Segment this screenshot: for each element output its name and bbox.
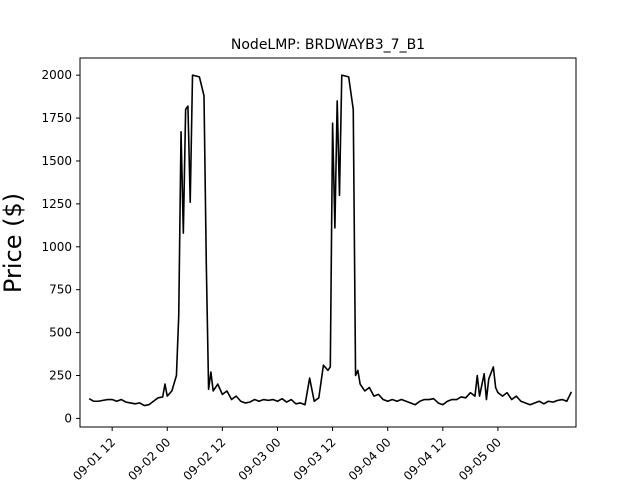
- series-layer: [88, 74, 573, 407]
- y-tick-label: 1500: [41, 154, 72, 168]
- y-tick-label: 2000: [41, 68, 72, 82]
- y-tick-label: 0: [64, 411, 72, 425]
- y-tick-label: 500: [49, 326, 72, 340]
- y-tick-label: 1000: [41, 240, 72, 254]
- y-tick-label: 250: [49, 369, 72, 383]
- y-tick-label: 750: [49, 283, 72, 297]
- plot-area-frame: [79, 57, 577, 428]
- y-tick-label: 1750: [41, 111, 72, 125]
- y-axis-ticks: 0 250 500 750 1000 1250 1500 1750 2000: [41, 68, 80, 425]
- y-axis-label: Price ($): [0, 193, 27, 293]
- chart-title: NodeLMP: BRDWAYB3_7_B1: [231, 37, 425, 53]
- y-tick-label: 1250: [41, 197, 72, 211]
- series-line-0: [88, 74, 573, 407]
